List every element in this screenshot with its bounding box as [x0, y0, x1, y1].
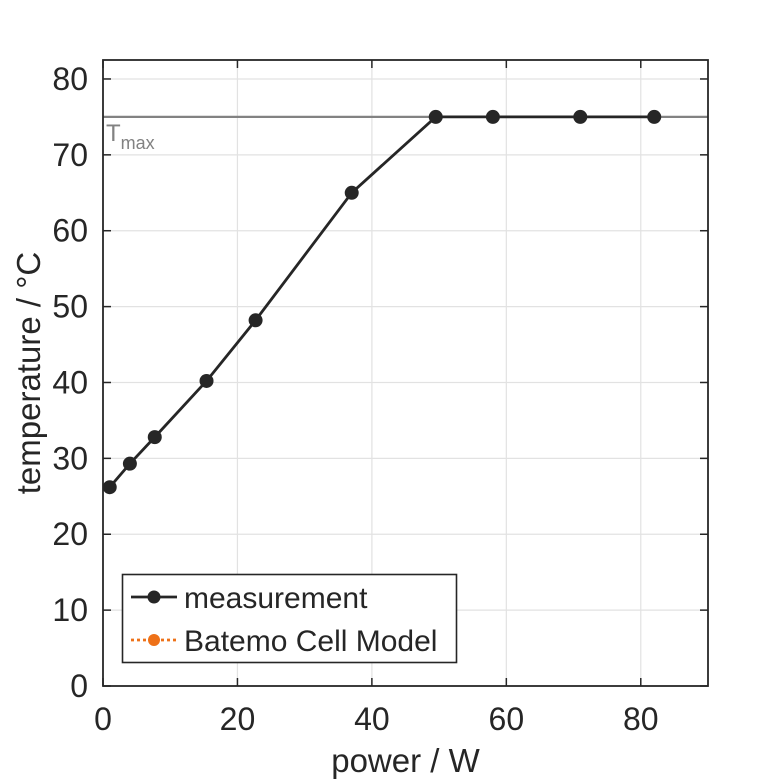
y-tick-label: 0 — [70, 668, 88, 704]
measurement-data-point — [344, 185, 359, 200]
x-tick-label: 60 — [489, 701, 525, 737]
y-tick-label: 10 — [52, 592, 88, 628]
y-tick-label: 60 — [52, 213, 88, 249]
x-tick-label: 80 — [623, 701, 659, 737]
legend-box — [121, 573, 458, 664]
x-axis-label: power / W — [331, 742, 480, 779]
legend-sample-marker — [147, 590, 161, 604]
measurement-line — [108, 115, 656, 489]
measurement-data-point — [573, 109, 588, 124]
legend-entry-label: measurement — [184, 582, 368, 615]
axes-box — [102, 59, 709, 687]
y-tick-label: 20 — [52, 516, 88, 552]
measurement-data-point — [102, 480, 117, 495]
legend-sample-marker — [148, 634, 160, 646]
measurement-data-point — [485, 109, 500, 124]
x-tick-label: 0 — [94, 701, 112, 737]
y-tick-label: 50 — [52, 289, 88, 325]
legend: measurement Batemo Cell Model — [121, 573, 458, 664]
y-tick-label: 40 — [52, 364, 88, 400]
measurement-data-point — [147, 430, 162, 445]
y-tick-label: 70 — [52, 137, 88, 173]
measurement-data-point — [428, 109, 443, 124]
y-tick-label: 30 — [52, 440, 88, 476]
measurement-data-point — [248, 313, 263, 328]
x-tick-label: 20 — [220, 701, 256, 737]
measurement-data-point — [122, 456, 137, 471]
y-axis-label: temperature / °C — [10, 252, 47, 494]
measurement-data-point — [647, 109, 662, 124]
measurement-data-point — [199, 373, 214, 388]
legend-entry-label: Batemo Cell Model — [184, 625, 437, 658]
y-tick-label: 80 — [52, 61, 88, 97]
x-tick-label: 40 — [354, 701, 390, 737]
tick-marks — [102, 60, 708, 687]
